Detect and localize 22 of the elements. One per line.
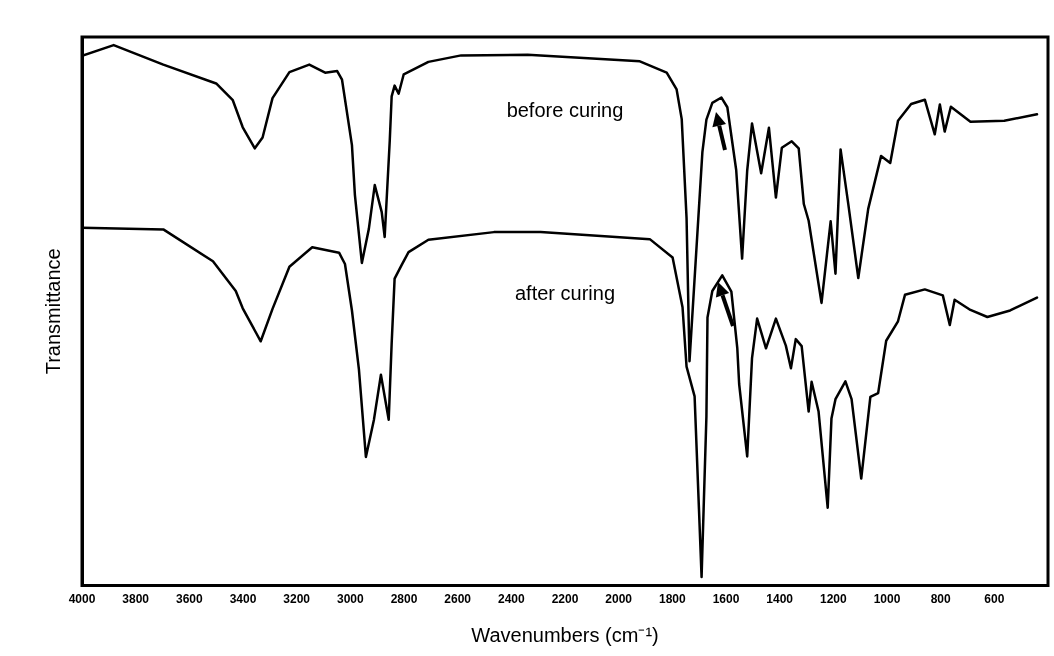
x-tick-label: 3800 <box>122 592 150 607</box>
x-tick-label: 600 <box>984 592 1005 607</box>
x-tick-label: 1600 <box>712 592 740 607</box>
series-label: before curing <box>506 99 624 122</box>
x-tick-label: 2000 <box>605 592 633 607</box>
text: after curing <box>514 281 616 304</box>
x-tick-label: 3200 <box>283 592 311 607</box>
x-tick-label: 3600 <box>175 592 203 607</box>
x-tick-label: 2200 <box>551 592 579 607</box>
x-tick-label: 2600 <box>444 592 472 607</box>
x-tick-label: 4000 <box>68 592 96 607</box>
x-axis-title: Wavenumbers (cm⁻¹) <box>471 623 659 646</box>
x-tick-label: 800 <box>930 592 951 607</box>
x-tick-label: 2800 <box>390 592 418 607</box>
x-tick-label: 1400 <box>766 592 794 607</box>
x-tick-label: 3400 <box>229 592 257 607</box>
x-tick-label: 2400 <box>497 592 525 607</box>
x-tick-label: 1200 <box>819 592 847 607</box>
x-tick-label: 1800 <box>658 592 686 607</box>
x-tick-label: 3000 <box>336 592 364 607</box>
x-tick-label: 1000 <box>873 592 901 607</box>
y-axis-title: Transmittance <box>41 248 64 375</box>
